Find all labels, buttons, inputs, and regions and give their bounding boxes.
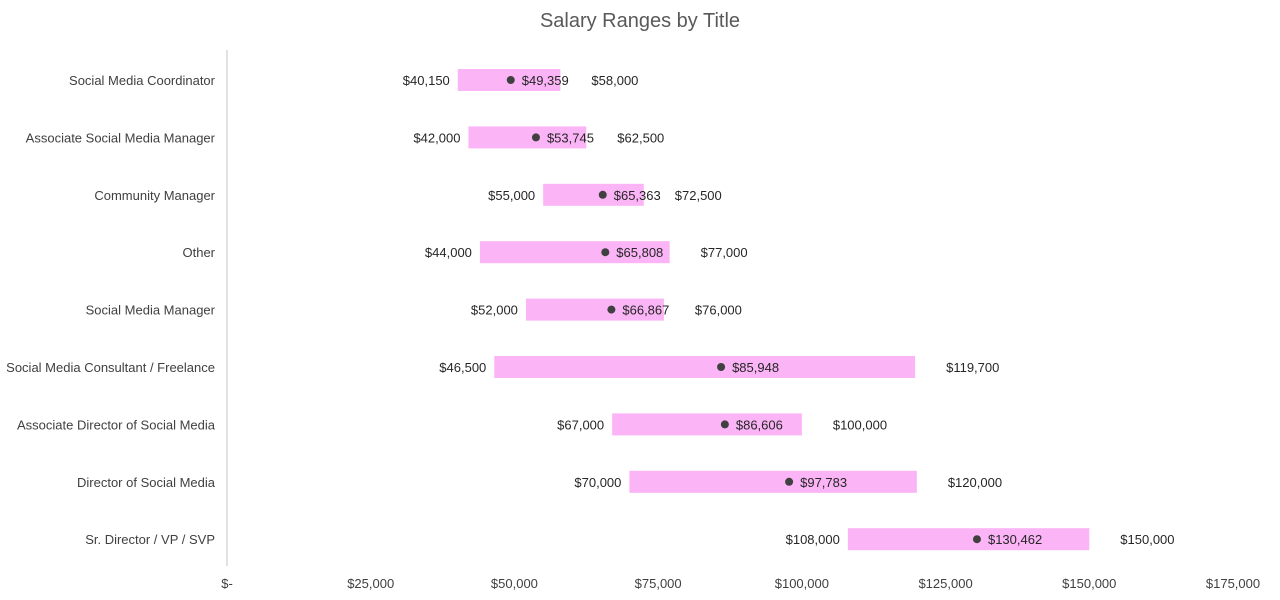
category-label: Other bbox=[182, 245, 215, 260]
average-label: $53,745 bbox=[547, 130, 594, 145]
average-label: $130,462 bbox=[988, 532, 1042, 547]
range-bar bbox=[494, 356, 916, 378]
min-label: $67,000 bbox=[557, 417, 604, 432]
range-bar bbox=[629, 470, 917, 493]
min-label: $108,000 bbox=[786, 532, 840, 547]
range-bar bbox=[525, 298, 664, 321]
x-tick-label: $125,000 bbox=[918, 576, 972, 591]
min-label: $42,000 bbox=[413, 130, 460, 145]
average-marker bbox=[720, 420, 729, 429]
min-label: $46,500 bbox=[439, 360, 486, 375]
x-tick-label: $100,000 bbox=[775, 576, 829, 591]
category-label: Community Manager bbox=[94, 188, 215, 203]
average-label: $49,359 bbox=[522, 73, 569, 88]
max-label: $58,000 bbox=[591, 73, 638, 88]
min-label: $40,150 bbox=[403, 73, 450, 88]
min-label: $55,000 bbox=[488, 188, 535, 203]
max-label: $72,500 bbox=[675, 188, 722, 203]
max-label: $76,000 bbox=[695, 303, 742, 318]
category-label: Sr. Director / VP / SVP bbox=[85, 532, 215, 547]
average-marker bbox=[601, 248, 610, 257]
average-marker bbox=[598, 190, 607, 199]
x-tick-label: $150,000 bbox=[1062, 576, 1116, 591]
category-label: Social Media Consultant / Freelance bbox=[6, 360, 215, 375]
x-tick-label: $75,000 bbox=[635, 576, 682, 591]
x-tick-label: $50,000 bbox=[491, 576, 538, 591]
category-label: Director of Social Media bbox=[77, 475, 216, 490]
average-label: $65,363 bbox=[614, 188, 661, 203]
max-label: $100,000 bbox=[833, 417, 887, 432]
x-tick-label: $175,000 bbox=[1206, 576, 1260, 591]
average-label: $65,808 bbox=[616, 245, 663, 260]
average-label: $85,948 bbox=[732, 360, 779, 375]
chart-title: Salary Ranges by Title bbox=[539, 10, 741, 32]
average-label: $86,606 bbox=[736, 417, 783, 432]
min-label: $70,000 bbox=[574, 475, 621, 490]
range-bar bbox=[612, 413, 802, 436]
min-label: $52,000 bbox=[471, 303, 518, 318]
average-marker bbox=[717, 363, 726, 371]
range-bar bbox=[847, 528, 1090, 551]
min-label: $44,000 bbox=[425, 245, 472, 260]
average-marker bbox=[607, 305, 616, 314]
category-label: Associate Social Media Manager bbox=[26, 130, 216, 145]
max-label: $77,000 bbox=[701, 245, 748, 260]
range-bar bbox=[468, 126, 587, 149]
average-label: $66,867 bbox=[622, 303, 669, 318]
range-bar bbox=[543, 183, 644, 206]
average-marker bbox=[972, 535, 981, 544]
category-label: Associate Director of Social Media bbox=[17, 417, 216, 432]
max-label: $150,000 bbox=[1120, 532, 1174, 547]
range-bar bbox=[479, 241, 670, 264]
max-label: $119,700 bbox=[946, 360, 999, 375]
average-marker bbox=[506, 76, 515, 84]
max-label: $62,500 bbox=[617, 130, 664, 145]
x-tick-label: $- bbox=[221, 576, 233, 591]
average-marker bbox=[531, 133, 540, 142]
category-label: Social Media Coordinator bbox=[69, 73, 216, 88]
category-label: Social Media Manager bbox=[86, 303, 216, 318]
x-tick-label: $25,000 bbox=[347, 576, 394, 591]
average-label: $97,783 bbox=[800, 475, 847, 490]
max-label: $120,000 bbox=[948, 475, 1002, 490]
average-marker bbox=[785, 477, 794, 486]
